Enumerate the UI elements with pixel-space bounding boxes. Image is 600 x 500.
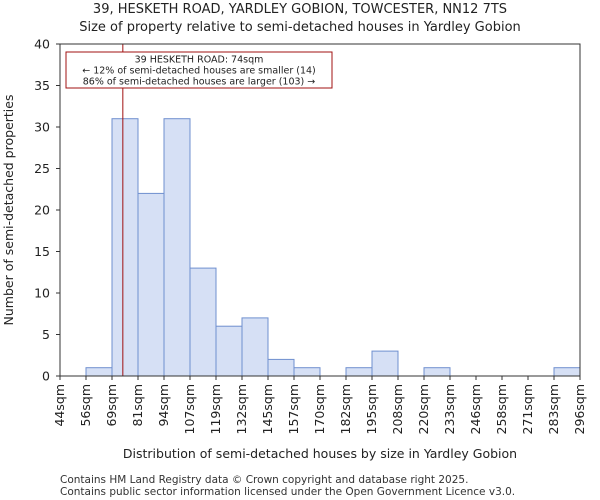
- x-tick-label-195sqm: 195sqm: [364, 384, 379, 434]
- bar-283sqm: [553, 367, 581, 377]
- x-tick-label-69sqm: 69sqm: [104, 384, 119, 427]
- y-tick-label: 5: [42, 327, 50, 342]
- bar-195sqm: [371, 350, 399, 377]
- bar-56sqm: [85, 367, 113, 377]
- x-axis-label: Distribution of semi-detached houses by …: [123, 446, 517, 461]
- annotation-line-2: ← 12% of semi-detached houses are smalle…: [82, 66, 316, 77]
- x-tick-label-208sqm: 208sqm: [390, 384, 405, 434]
- x-tick-label-220sqm: 220sqm: [416, 384, 431, 434]
- x-tick-label-283sqm: 283sqm: [546, 384, 561, 434]
- bar-220sqm: [423, 367, 451, 377]
- annotation-box: 39 HESKETH ROAD: 74sqm ← 12% of semi-det…: [65, 51, 333, 89]
- bar-81sqm: [137, 192, 165, 377]
- plot-area-frame: [59, 43, 581, 377]
- bar-119sqm: [215, 325, 243, 377]
- bar-107sqm: [189, 267, 217, 377]
- bar-157sqm: [293, 367, 321, 377]
- x-tick-label-246sqm: 246sqm: [468, 384, 483, 434]
- x-tick-label-145sqm: 145sqm: [260, 384, 275, 434]
- y-tick-label: 35: [34, 78, 50, 93]
- y-tick-label: 25: [34, 161, 50, 176]
- bar-69sqm: [111, 118, 139, 377]
- x-tick-label-258sqm: 258sqm: [494, 384, 509, 434]
- x-tick-label-157sqm: 157sqm: [286, 384, 301, 434]
- x-tick-label-107sqm: 107sqm: [182, 384, 197, 434]
- annotation-box-frame: [65, 51, 333, 89]
- x-tick-label-132sqm: 132sqm: [234, 384, 249, 434]
- y-axis-label: Number of semi-detached properties: [1, 95, 16, 326]
- footer-licence-line: Contains public sector information licen…: [60, 486, 515, 498]
- bar-145sqm: [267, 358, 295, 377]
- y-tick-label: 15: [34, 244, 50, 259]
- y-axis-ticks: 0 5 10 15 20 25 30 35 40: [34, 37, 60, 384]
- x-tick-label-119sqm: 119sqm: [208, 384, 223, 434]
- x-tick-label-296sqm: 296sqm: [572, 384, 587, 434]
- x-tick-label-81sqm: 81sqm: [130, 384, 145, 427]
- x-tick-label-271sqm: 271sqm: [520, 384, 535, 434]
- y-tick-label: 0: [42, 369, 50, 384]
- bars-group: [85, 118, 581, 377]
- x-tick-label-56sqm: 56sqm: [78, 384, 93, 427]
- annotation-line-3: 86% of semi-detached houses are larger (…: [83, 77, 316, 88]
- x-tick-label-94sqm: 94sqm: [156, 384, 171, 427]
- bar-182sqm: [345, 367, 373, 377]
- bar-132sqm: [241, 317, 269, 377]
- chart-title-line-2: Size of property relative to semi-detach…: [79, 20, 521, 35]
- bar-94sqm: [163, 118, 191, 377]
- y-tick-label: 20: [34, 203, 50, 218]
- y-tick-label: 40: [34, 37, 50, 52]
- x-tick-label-182sqm: 182sqm: [338, 384, 353, 434]
- y-tick-label: 10: [34, 286, 50, 301]
- footer-copyright-line: Contains HM Land Registry data © Crown c…: [60, 474, 468, 486]
- annotation-line-1: 39 HESKETH ROAD: 74sqm: [135, 55, 264, 66]
- x-tick-label-170sqm: 170sqm: [312, 384, 327, 434]
- chart-title-line-1: 39, HESKETH ROAD, YARDLEY GOBION, TOWCES…: [93, 2, 507, 17]
- x-tick-label-44sqm: 44sqm: [52, 384, 67, 427]
- x-axis-ticks: 44sqm 56sqm 69sqm 81sqm 94sqm 107sqm 119sqm 132…: [52, 376, 587, 434]
- x-tick-label-233sqm: 233sqm: [442, 384, 457, 434]
- y-tick-label: 30: [34, 120, 50, 135]
